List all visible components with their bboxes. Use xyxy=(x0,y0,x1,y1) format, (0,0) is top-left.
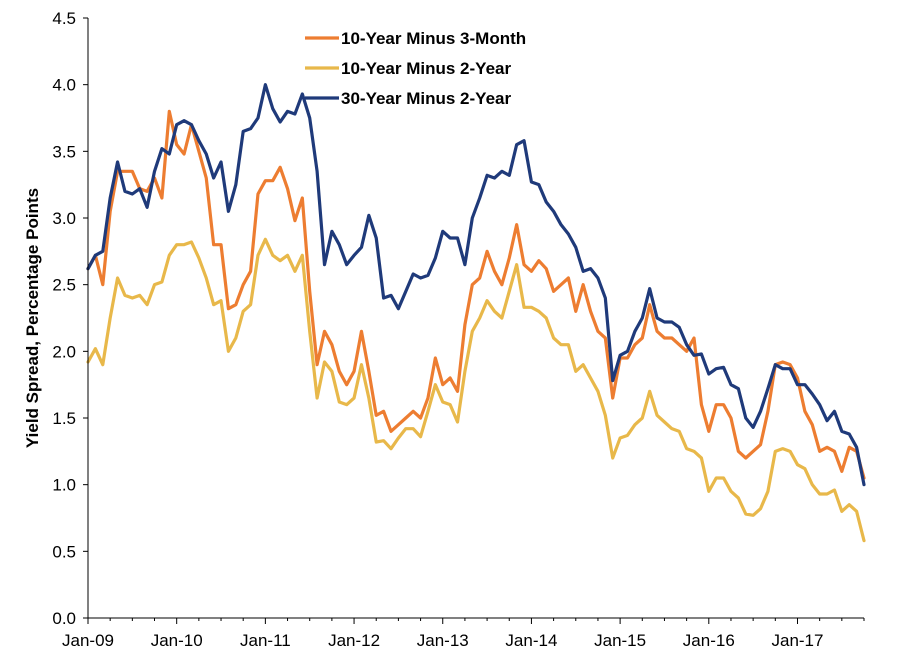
y-tick-label: 0.0 xyxy=(52,609,76,628)
series-line-2 xyxy=(86,83,866,487)
y-tick-label: 2.5 xyxy=(52,276,76,295)
series-line-0 xyxy=(86,109,866,480)
x-tick-label: Jan-13 xyxy=(417,631,469,650)
x-tick-label: Jan-16 xyxy=(683,631,735,650)
y-axis-title: Yield Spread, Percentage Points xyxy=(23,188,42,448)
x-axis-ticks: Jan-09 Jan-10 Jan-11 Jan-12 Jan-13 Jan-14 Jan-… xyxy=(62,618,865,650)
y-tick-label: 3.5 xyxy=(52,142,76,161)
y-tick-label: 1.0 xyxy=(52,476,76,495)
x-tick-label: Jan-15 xyxy=(594,631,646,650)
x-tick-label: Jan-09 xyxy=(62,631,114,650)
legend-label: 10-Year Minus 2-Year xyxy=(341,59,511,78)
y-tick-label: 3.0 xyxy=(52,209,76,228)
y-tick-label: 1.5 xyxy=(52,409,76,428)
y-tick-label: 4.0 xyxy=(52,76,76,95)
y-axis-ticks: 0.0 0.5 1.0 1.5 2.0 2.5 3.0 3.5 4.0 4.5 xyxy=(52,9,88,628)
x-tick-label: Jan-10 xyxy=(151,631,203,650)
legend-label: 10-Year Minus 3-Month xyxy=(341,29,526,48)
x-tick-label: Jan-11 xyxy=(240,631,291,650)
legend: 10-Year Minus 3-Month 10-Year Minus 2-Yea… xyxy=(305,29,526,108)
series-line-1 xyxy=(86,237,866,543)
x-tick-label: Jan-17 xyxy=(771,631,823,650)
x-tick-label: Jan-14 xyxy=(505,631,557,650)
legend-label: 30-Year Minus 2-Year xyxy=(341,89,511,108)
y-tick-label: 0.5 xyxy=(52,542,76,561)
y-tick-label: 4.5 xyxy=(52,9,76,28)
y-tick-label: 2.0 xyxy=(52,342,76,361)
series-layer xyxy=(86,83,866,543)
x-tick-label: Jan-12 xyxy=(328,631,380,650)
